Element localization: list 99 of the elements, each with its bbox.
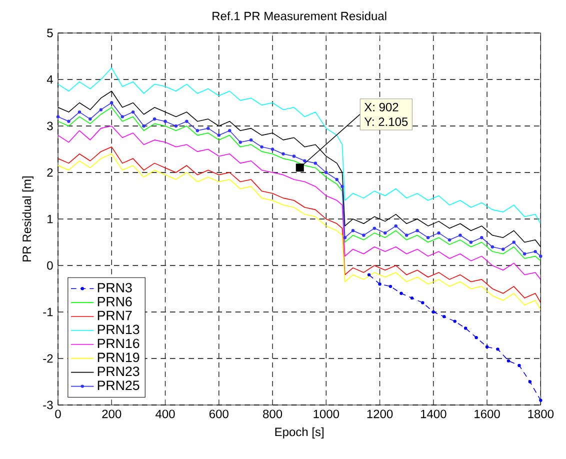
point [458,234,462,237]
point [388,284,392,288]
point [518,364,521,368]
line-series [58,67,541,224]
point [528,380,532,384]
point [292,154,296,158]
x-tick-label: 1600 [474,410,500,418]
point [88,117,92,121]
point [367,273,371,276]
point [164,120,167,123]
y-tick-label: -1 [43,308,53,316]
point [206,126,210,130]
y-tick-label: 5 [47,28,53,38]
point [448,238,452,242]
point [384,231,387,235]
point [260,145,264,149]
chart-title: Ref.1 PR Measurement Residual [212,11,386,20]
point [442,315,446,318]
annotation: Y: 2.105 [364,118,408,126]
x-tick-label: 800 [263,410,282,418]
point [56,115,60,118]
point [506,359,510,362]
legend-label: PRN25 [98,380,140,390]
x-tick-label: 1800 [528,410,554,418]
x-tick-label: 1400 [420,410,446,418]
x-tick-label: 600 [209,410,228,418]
x-axis-title: Epoch [s] [275,427,324,439]
point [416,229,419,232]
point [453,320,456,323]
point [238,140,242,144]
point [378,282,382,286]
legend-label: PRN16 [98,338,140,348]
legend-label: PRN3 [98,282,132,292]
point [534,250,537,254]
legend-label: PRN6 [98,296,132,306]
point [502,248,505,251]
line-series [58,126,541,280]
point [469,240,473,244]
point [185,120,188,123]
y-tick-label: 3 [47,122,53,130]
point [490,245,494,248]
x-tick-label: 1200 [367,410,393,418]
point [539,254,542,258]
point [426,236,430,240]
point [67,120,70,123]
point [480,236,484,240]
annotation: X: 902 [364,102,398,112]
point [270,148,274,151]
point [539,398,542,402]
point [110,101,114,104]
point [512,240,516,244]
point [474,336,478,340]
point [340,184,344,188]
x-tick-label: 200 [102,410,122,418]
point [282,152,285,156]
legend-label: PRN19 [98,352,140,362]
point [249,138,253,142]
point [432,310,436,314]
point [324,170,328,174]
y-tick-label: -2 [43,354,53,363]
point [314,162,318,165]
point [394,224,398,228]
point [343,236,347,240]
y-tick-label: -3 [43,400,53,410]
point [522,252,526,256]
point [217,134,220,137]
y-tick-label: 0 [47,261,53,270]
x-tick-label: 1000 [314,410,340,418]
legend-label: PRN13 [98,324,140,334]
point [496,348,500,351]
point [196,129,200,132]
point [404,234,408,237]
point [142,124,146,128]
point [400,292,403,295]
point [464,326,468,330]
y-axis-title: PR Residual [m] [22,176,34,262]
legend-label: PRN23 [98,366,140,376]
point [372,226,376,230]
point [152,117,156,121]
point [303,159,306,162]
point [410,296,414,300]
point [120,115,124,118]
legend-label: PRN7 [98,310,132,320]
x-tick-label: 0 [55,410,61,418]
point [228,129,232,132]
point [335,178,338,182]
x-tick-label: 400 [156,410,175,418]
point [362,234,366,237]
y-tick-label: 2 [47,168,53,177]
point [99,108,103,112]
point [437,231,440,235]
point [485,345,489,348]
y-tick-label: 4 [46,75,53,84]
y-tick-label: 1 [48,214,53,224]
point [421,301,424,304]
point [131,110,135,114]
point [78,110,82,114]
point [174,124,178,128]
point [351,229,355,232]
